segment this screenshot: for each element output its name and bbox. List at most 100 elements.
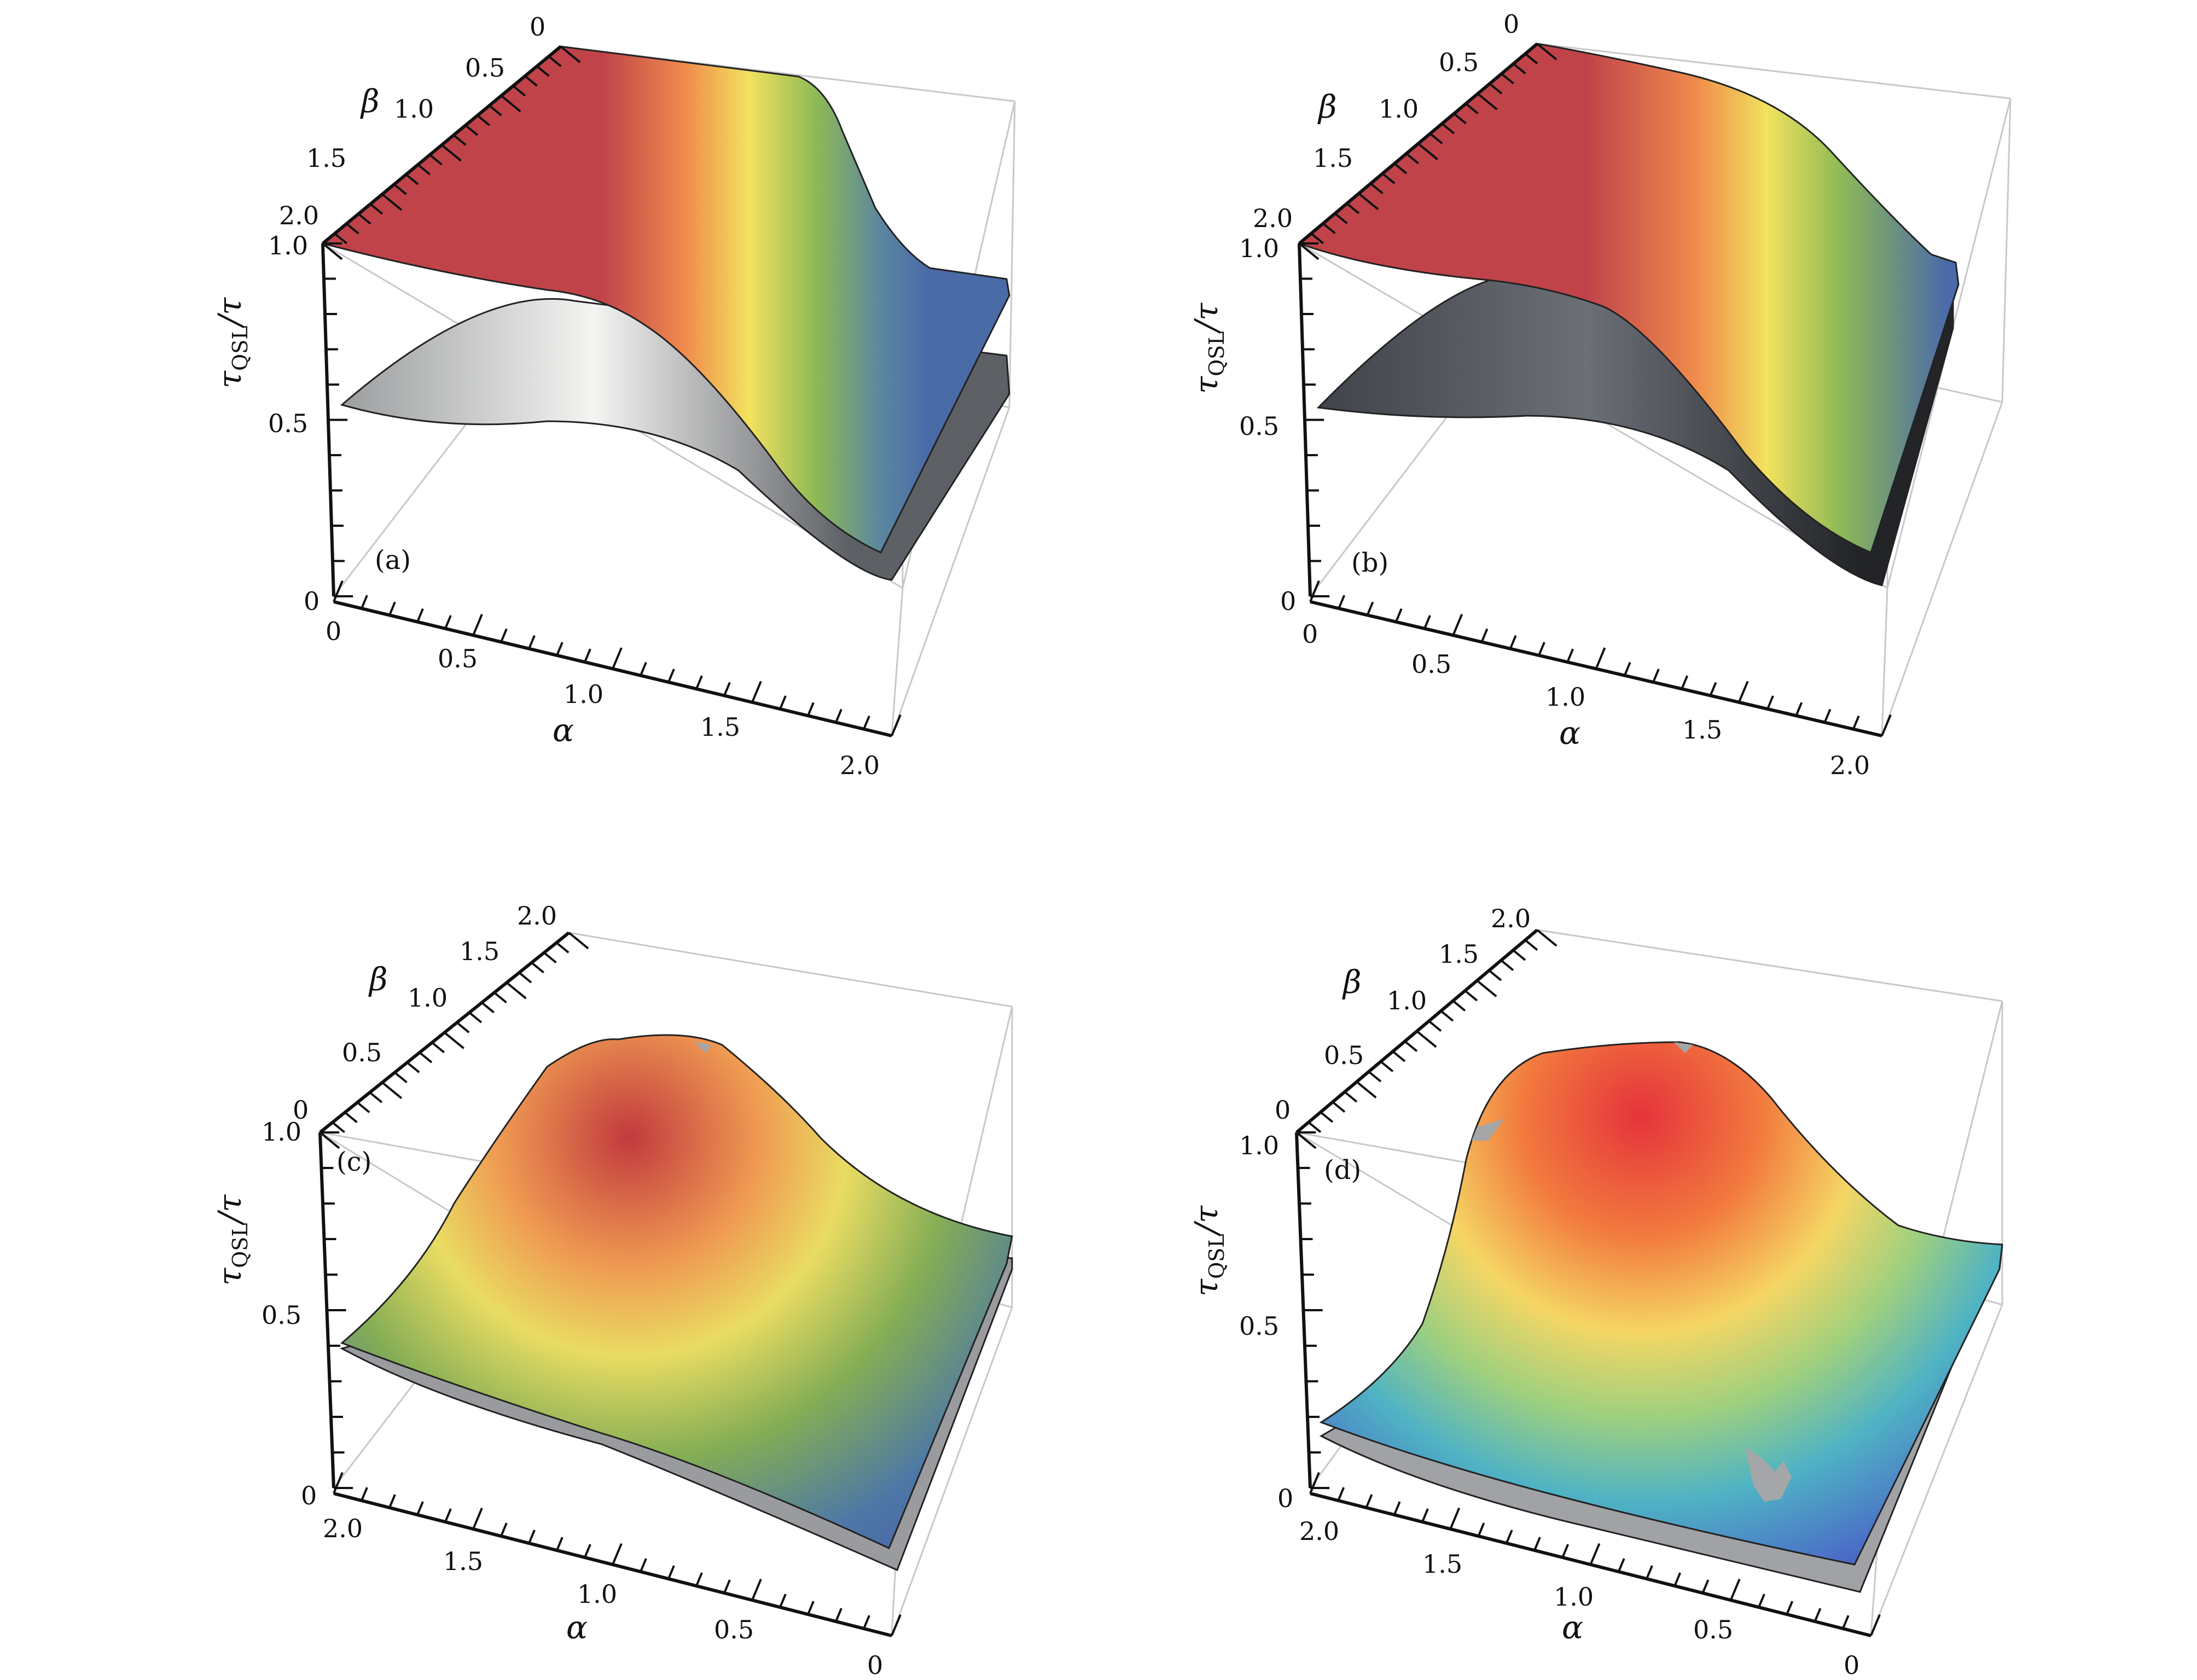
panel-c-alpha-tick-1: 1.5	[443, 1547, 483, 1576]
panel-d-patch-1	[1472, 1119, 1504, 1141]
panel-a-beta-tick-10	[441, 144, 462, 162]
panel-c-tau-tick-05: 0.5	[261, 1300, 301, 1330]
panel-d-beta-tick-2	[1320, 1111, 1334, 1123]
panel-b-beta-tick-20	[1536, 43, 1557, 61]
panel-a-ticks	[322, 45, 902, 736]
panel-a: 0 0.5 1.0 1.5 2.0 β 1.0 0.5 0 τQSL/τ 0 0…	[211, 12, 1016, 780]
panel-a-alpha-tick-14	[723, 682, 731, 696]
panel-c-alpha-tick-19	[863, 1615, 870, 1629]
panel-a-beta-tick-0	[322, 242, 343, 260]
panel-a-beta-tick-17	[524, 75, 538, 87]
panel-d: 0 0.5 1.0 1.5 2.0 β 1.0 0.5 0 τQSL/τ 2.0…	[1188, 904, 2003, 1680]
panel-a-alpha-tick-20	[891, 714, 902, 736]
panel-b-upper-surface	[1298, 43, 1960, 554]
panel-a-alpha-tick-6	[500, 628, 508, 643]
panel-b-beta-tick-8	[1393, 162, 1408, 175]
panel-a-beta-tick-4: 2.0	[279, 201, 319, 230]
panel-c-beta-tick-18	[543, 951, 557, 964]
panel-d-beta-label: β	[1342, 963, 1362, 1001]
panel-b-alpha-tick-3	[1394, 608, 1403, 623]
panel-a-tau-tick-05: 0.5	[268, 409, 308, 438]
panel-d-alpha-tick-3	[1393, 1501, 1401, 1515]
panel-b-tau-label: τQSL/τ	[1188, 303, 1229, 394]
panel-d-beta-tick-4: 2.0	[1491, 904, 1531, 933]
panel-c-beta-tick-3: 1.5	[460, 937, 499, 966]
panel-c-alpha-tick-12	[667, 1565, 675, 1579]
panel-d-alpha-tick-15	[1729, 1578, 1741, 1601]
panel-c-alpha-tick-18	[835, 1608, 842, 1622]
panel-d-beta-tick-1	[1307, 1121, 1322, 1133]
panel-c-beta-tick-1: 0.5	[342, 1038, 382, 1067]
panel-a-beta-tick-3	[357, 213, 371, 225]
panel-b-beta-tick-4: 2.0	[1253, 204, 1293, 233]
panel-b-tau-tick-0: 0	[1280, 586, 1296, 616]
panel-d-beta-tick-6	[1368, 1071, 1382, 1083]
panel-a-beta-tick-20	[560, 45, 581, 63]
panel-d-alpha-tick-1: 1.5	[1422, 1549, 1462, 1579]
panel-b-alpha-tick-9	[1566, 648, 1574, 663]
panel-c-alpha-label: α	[566, 1609, 588, 1646]
panel-a-beta-tick-4	[369, 203, 383, 215]
panel-c-beta-tick-9	[431, 1042, 445, 1054]
panel-d-beta-tick-16	[1488, 969, 1502, 981]
panel-d-alpha-label: α	[1562, 1609, 1583, 1646]
panel-b-alpha-tick-2	[1366, 601, 1374, 616]
panel-a-beta-tick-12	[464, 124, 479, 136]
panel-c-beta-tick-13	[481, 1002, 495, 1014]
panel-c-alpha-tick-1	[361, 1487, 368, 1501]
panel-b-alpha-tick-4	[1423, 615, 1431, 629]
panel-a-alpha-tick-7	[528, 635, 536, 649]
panel-c-beta-tick-16	[518, 972, 532, 984]
panel-a-alpha-tick-3	[416, 608, 424, 623]
panel-b-alpha-tick-0	[1309, 580, 1320, 602]
panel-b-beta-tick-1	[1310, 232, 1324, 245]
panel-c-beta-tick-7	[406, 1061, 420, 1073]
panel-b-beta-tick-5	[1358, 193, 1379, 211]
panel-c-beta-tick-3	[356, 1101, 370, 1113]
panel-a-alpha-tick-12	[667, 668, 675, 683]
panel-c-alpha-tick-16	[779, 1594, 787, 1608]
panel-c-beta-tick-0	[319, 1131, 340, 1149]
panel-c-alpha-tick-6	[500, 1522, 508, 1537]
panel-b-beta-tick-6	[1370, 182, 1384, 195]
panel-d-alpha-tick-9	[1561, 1544, 1570, 1558]
panel-b-ticks	[1298, 43, 1892, 736]
panel-a-upper-surface	[321, 45, 1010, 554]
panel-c-alpha-tick-7	[528, 1530, 536, 1544]
panel-c-beta-tick-15	[505, 981, 527, 999]
panel-a-alpha-tick-2: 1.0	[563, 679, 603, 709]
panel-d-alpha-tick-14	[1701, 1579, 1710, 1594]
panel-a-beta-tick-19	[548, 55, 562, 67]
panel-a-alpha-tick-8	[556, 642, 563, 656]
panel-c-beta-label: β	[368, 961, 388, 998]
panel-c-alpha-tick-8	[556, 1537, 563, 1551]
panel-b-beta-tick-14	[1465, 102, 1479, 115]
panel-d-alpha-tick-6	[1477, 1522, 1485, 1537]
panel-d-alpha-tick-16	[1758, 1594, 1765, 1608]
panel-a-alpha-tick-11	[640, 661, 647, 676]
panel-d-beta-tick-2: 1.0	[1387, 986, 1427, 1015]
panel-a-alpha-label: α	[553, 712, 574, 749]
panel-b-alpha-tick-13	[1681, 675, 1689, 690]
panel-d-alpha-tick-3: 0.5	[1693, 1615, 1733, 1644]
panel-b-beta-tick-3: 1.5	[1313, 143, 1353, 173]
panel-c-alpha-tick-10	[612, 1543, 623, 1565]
panel-c: 0 0.5 1.0 1.5 2.0 β 1.0 0.5 0 τQSL/τ 2.0…	[211, 901, 1013, 1680]
panel-a-tau-tick-0: 0	[304, 586, 319, 616]
panel-a-alpha-tick-9	[584, 648, 591, 663]
panel-b-beta-tick-17	[1501, 73, 1515, 85]
panel-d-alpha-tick-0: 2.0	[1299, 1516, 1339, 1546]
panel-d-tau-label: τQSL/τ	[1188, 1205, 1229, 1297]
panel-d-beta-tick-1: 0.5	[1324, 1040, 1364, 1070]
panel-b-label: (b)	[1351, 548, 1388, 578]
panel-c-beta-tick-14	[493, 991, 507, 1004]
panel-d-alpha-tick-2: 1.0	[1554, 1582, 1594, 1612]
panel-d-alpha-tick-10	[1589, 1543, 1601, 1565]
panel-d-beta-tick-5	[1356, 1080, 1377, 1098]
panel-b-beta-tick-4	[1346, 202, 1360, 214]
panel-a-beta-tick-8	[417, 164, 431, 176]
panel-c-beta-tick-4: 2.0	[517, 901, 557, 931]
panel-c-alpha-tick-13	[695, 1572, 703, 1586]
panel-a-tau-tick-1: 1.0	[268, 231, 308, 260]
